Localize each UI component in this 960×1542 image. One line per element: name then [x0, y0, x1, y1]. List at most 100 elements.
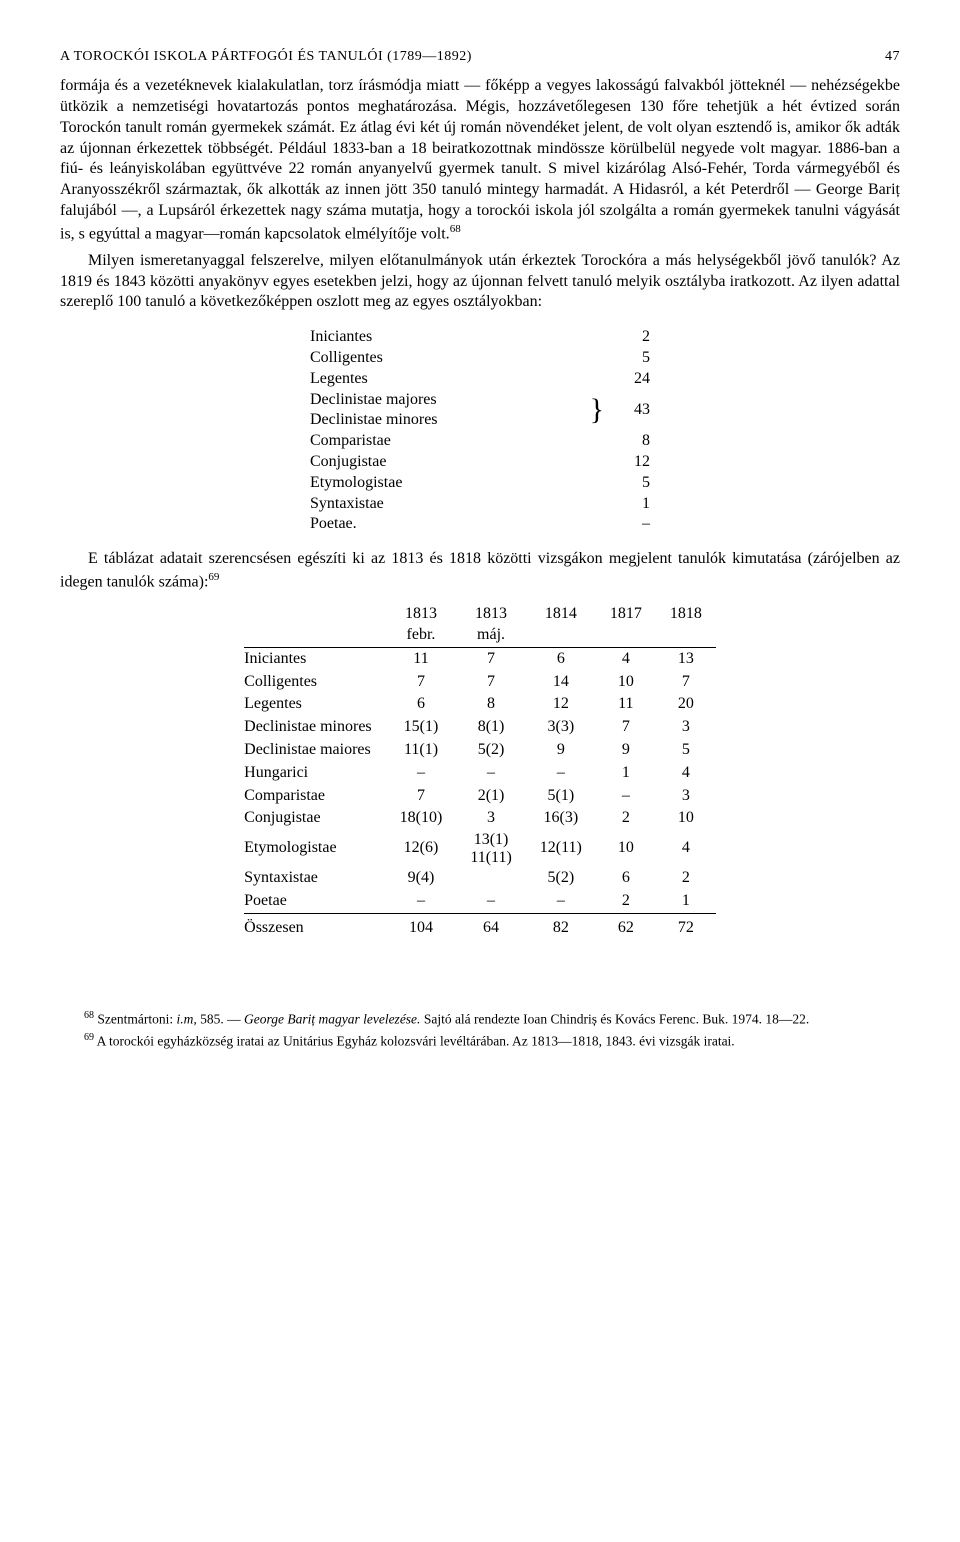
class-dist-label: Syntaxistae — [310, 494, 610, 515]
year-sub-0: febr. — [386, 625, 457, 647]
exam-cell: 7 — [456, 671, 525, 694]
exam-table-header-sub: febr. máj. — [244, 625, 716, 647]
exam-row-label: Colligentes — [244, 671, 386, 694]
exam-cell: 4 — [656, 830, 716, 867]
class-dist-value: – — [610, 514, 650, 535]
exam-cell: – — [596, 785, 656, 808]
exam-cell: 10 — [596, 830, 656, 867]
exam-cell: 3 — [656, 716, 716, 739]
exam-cell: 7 — [456, 648, 525, 671]
total-0: 104 — [386, 914, 457, 940]
year-col-1: 1813 — [456, 603, 525, 625]
class-dist-value: 1 — [610, 494, 650, 515]
footnote-69: 69 A torockói egyházközség iratai az Uni… — [60, 1032, 900, 1050]
exam-table-header-years: 1813 1813 1814 1817 1818 — [244, 603, 716, 625]
exam-cell: 11 — [596, 693, 656, 716]
exam-cell: 5(2) — [526, 867, 596, 890]
exam-row-label: Comparistae — [244, 785, 386, 808]
paragraph-1: formája és a vezetéknevek kialakulatlan,… — [60, 76, 900, 245]
class-dist-row: Conjugistae12 — [310, 452, 650, 473]
class-dist-row: Legentes24 — [310, 369, 650, 390]
exam-cell: 6 — [596, 867, 656, 890]
class-dist-row: Comparistae8 — [310, 431, 650, 452]
total-2: 82 — [526, 914, 596, 940]
exam-cell: 12(6) — [386, 830, 457, 867]
class-dist-label: Conjugistae — [310, 452, 610, 473]
exam-cell: 16(3) — [526, 807, 596, 830]
exam-table-row: Etymologistae12(6)13(1)11(11)12(11)104 — [244, 830, 716, 867]
brace-value: 43 — [610, 400, 650, 421]
running-head: A TOROCKÓI ISKOLA PÁRTFOGÓI ÉS TANULÓI (… — [60, 48, 900, 66]
exam-row-label: Declinistae maiores — [244, 739, 386, 762]
exam-row-label: Conjugistae — [244, 807, 386, 830]
year-col-0: 1813 — [386, 603, 457, 625]
exam-cell: 15(1) — [386, 716, 457, 739]
class-dist-row: Syntaxistae1 — [310, 494, 650, 515]
exam-row-label: Etymologistae — [244, 830, 386, 867]
exam-cell: 8(1) — [456, 716, 525, 739]
class-dist-label: Etymologistae — [310, 473, 610, 494]
brace-glyph: } — [584, 395, 610, 425]
footnote-68-mark: 68 — [84, 1010, 94, 1021]
class-dist-value: 2 — [610, 327, 650, 348]
paragraph-3-text: E táblázat adatait szerencsésen egészíti… — [60, 550, 900, 590]
exam-cell: 13 — [656, 648, 716, 671]
footnote-ref-68: 68 — [450, 223, 461, 235]
exam-table-row: Comparistae72(1)5(1)–3 — [244, 785, 716, 808]
exam-cell: 7 — [596, 716, 656, 739]
exam-cell: 3(3) — [526, 716, 596, 739]
footnote-69-text: A torockói egyházközség iratai az Unitár… — [97, 1034, 735, 1049]
class-dist-row: Poetae.– — [310, 514, 650, 535]
year-sub-3 — [596, 625, 656, 647]
exam-cell: 8 — [456, 693, 525, 716]
exam-table-row: Legentes68121120 — [244, 693, 716, 716]
paragraph-1-text: formája és a vezetéknevek kialakulatlan,… — [60, 77, 900, 242]
exam-cell: 3 — [656, 785, 716, 808]
exam-row-label: Declinistae minores — [244, 716, 386, 739]
exam-cell: 11(1) — [386, 739, 457, 762]
class-dist-value: 8 — [610, 431, 650, 452]
exam-cell: 18(10) — [386, 807, 457, 830]
exam-table-row: Declinistae minores15(1)8(1)3(3)73 — [244, 716, 716, 739]
exam-table: 1813 1813 1814 1817 1818 febr. máj. Inic… — [244, 603, 716, 940]
exam-cell: 7 — [386, 671, 457, 694]
exam-cell: 6 — [386, 693, 457, 716]
exam-table-row: Hungarici–––14 — [244, 762, 716, 785]
exam-table-row: Iniciantes1176413 — [244, 648, 716, 671]
page-number: 47 — [885, 48, 900, 66]
exam-row-label: Hungarici — [244, 762, 386, 785]
exam-cell — [456, 867, 525, 890]
exam-table-row: Conjugistae18(10)316(3)210 — [244, 807, 716, 830]
total-4: 72 — [656, 914, 716, 940]
exam-cell: 10 — [596, 671, 656, 694]
exam-cell: 13(1)11(11) — [456, 830, 525, 867]
exam-row-label: Poetae — [244, 890, 386, 913]
exam-cell: 4 — [596, 648, 656, 671]
exam-cell: 10 — [656, 807, 716, 830]
exam-cell: 4 — [656, 762, 716, 785]
exam-cell: 5 — [656, 739, 716, 762]
running-head-text: A TOROCKÓI ISKOLA PÁRTFOGÓI ÉS TANULÓI (… — [60, 49, 472, 64]
class-dist-value: 24 — [610, 369, 650, 390]
exam-table-row: Colligentes7714107 — [244, 671, 716, 694]
exam-cell: 7 — [656, 671, 716, 694]
footnote-68: 68 Szentmártoni: i.m, 585. — George Bari… — [60, 1010, 900, 1028]
brace-label-top: Declinistae majores — [310, 390, 584, 411]
year-col-3: 1817 — [596, 603, 656, 625]
exam-cell: 9 — [526, 739, 596, 762]
exam-cell: 14 — [526, 671, 596, 694]
exam-cell: 2(1) — [456, 785, 525, 808]
exam-cell: 2 — [596, 890, 656, 913]
exam-table-total-row: Összesen 104 64 82 62 72 — [244, 914, 716, 940]
exam-cell: – — [456, 890, 525, 913]
class-dist-label: Comparistae — [310, 431, 610, 452]
exam-cell: – — [526, 762, 596, 785]
brace-label-bot: Declinistae minores — [310, 410, 584, 431]
class-dist-row: Colligentes5 — [310, 348, 650, 369]
footnotes: 68 Szentmártoni: i.m, 585. — George Bari… — [60, 1010, 900, 1051]
class-dist-value: 5 — [610, 348, 650, 369]
exam-cell: 6 — [526, 648, 596, 671]
year-col-4: 1818 — [656, 603, 716, 625]
footnote-ref-69: 69 — [208, 571, 219, 583]
exam-cell: – — [386, 890, 457, 913]
